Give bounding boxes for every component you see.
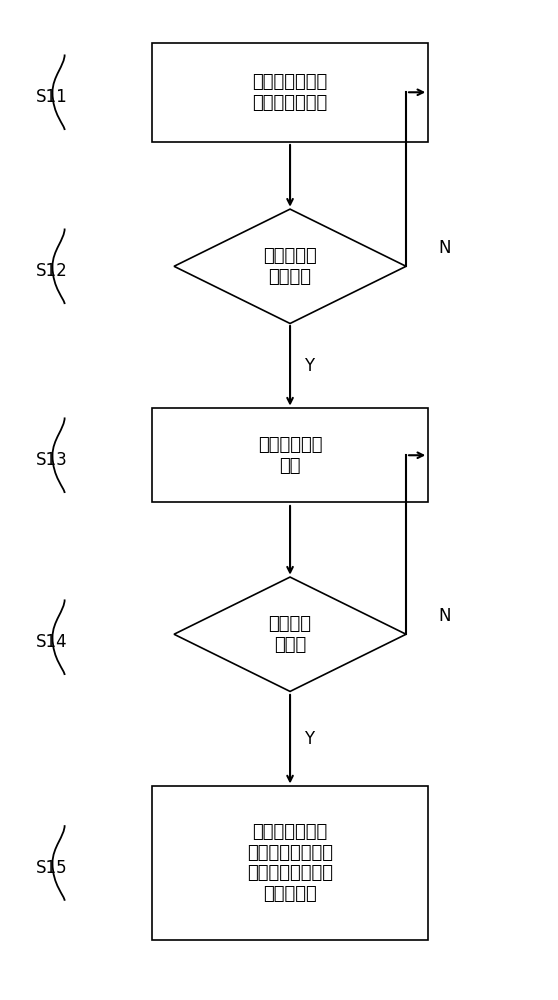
Text: S12: S12	[36, 262, 68, 280]
Text: 出现抽吸
气流否: 出现抽吸 气流否	[268, 615, 311, 654]
Text: S15: S15	[36, 859, 68, 877]
Text: N: N	[439, 607, 451, 625]
Text: N: N	[439, 239, 451, 257]
Text: 维持第一设定
温度: 维持第一设定 温度	[258, 436, 323, 475]
Polygon shape	[174, 209, 406, 323]
Text: S13: S13	[36, 451, 68, 469]
FancyBboxPatch shape	[152, 786, 428, 940]
Text: 达到第一设
定温度否: 达到第一设 定温度否	[263, 247, 317, 286]
Text: S11: S11	[36, 88, 68, 106]
FancyBboxPatch shape	[152, 43, 428, 142]
Polygon shape	[174, 577, 406, 691]
Text: Y: Y	[304, 357, 314, 375]
Text: 启动内部加热模
块，使经过的液体
被加热到第二设定
温度而雾化: 启动内部加热模 块，使经过的液体 被加热到第二设定 温度而雾化	[247, 823, 333, 903]
Text: S14: S14	[36, 633, 68, 651]
FancyBboxPatch shape	[152, 408, 428, 502]
Text: Y: Y	[304, 730, 314, 748]
Text: 启动外部预热模
块，对容器预热: 启动外部预热模 块，对容器预热	[252, 73, 328, 112]
